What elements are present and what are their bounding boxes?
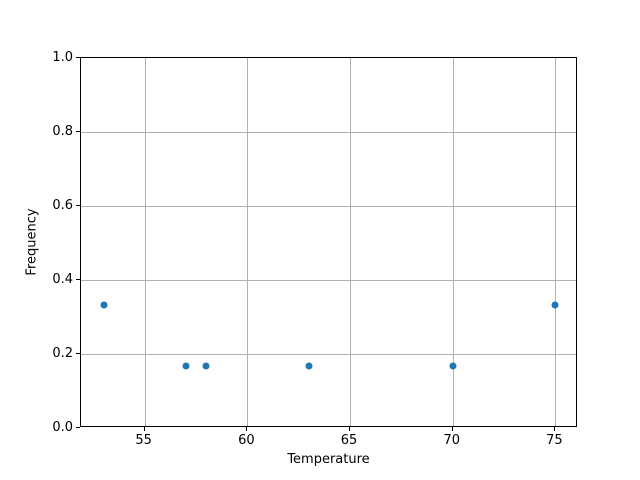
y-tick-label: 0.8 xyxy=(52,123,73,139)
gridline-horizontal xyxy=(81,132,576,133)
y-tick-mark xyxy=(76,205,80,206)
y-tick-label: 0.6 xyxy=(52,197,73,213)
data-point xyxy=(182,362,190,370)
x-axis-label: Temperature xyxy=(287,452,370,467)
y-tick-mark xyxy=(76,427,80,428)
gridline-vertical xyxy=(144,58,146,426)
x-tick-label: 60 xyxy=(238,433,255,448)
y-tick-mark xyxy=(76,131,80,132)
gridline-vertical xyxy=(452,58,454,426)
gridline-horizontal xyxy=(81,206,576,207)
y-tick-label: 0.2 xyxy=(52,345,73,361)
x-tick-mark xyxy=(451,427,453,431)
data-point xyxy=(100,301,108,309)
y-tick-mark xyxy=(76,279,80,280)
y-axis-label: Frequency xyxy=(24,208,40,276)
gridline-horizontal xyxy=(81,354,576,355)
y-tick-mark xyxy=(76,57,80,58)
gridline-horizontal xyxy=(81,280,576,281)
x-tick-mark xyxy=(554,427,556,431)
x-tick-mark xyxy=(143,427,145,431)
x-tick-label: 65 xyxy=(340,433,358,448)
data-point xyxy=(305,362,313,370)
x-tick-mark xyxy=(349,427,351,431)
data-point xyxy=(449,362,457,370)
y-tick-label: 1.0 xyxy=(52,49,73,65)
y-tick-label: 0.0 xyxy=(52,419,73,435)
x-tick-label: 70 xyxy=(443,433,460,448)
gridline-vertical xyxy=(350,58,352,426)
y-tick-label: 0.4 xyxy=(52,271,73,287)
plot-area xyxy=(80,57,577,427)
x-tick-label: 75 xyxy=(546,433,563,448)
data-point xyxy=(551,301,559,309)
x-tick-label: 55 xyxy=(135,433,152,448)
gridline-vertical xyxy=(247,58,249,426)
x-tick-mark xyxy=(246,427,248,431)
data-point xyxy=(202,362,210,370)
y-tick-mark xyxy=(76,353,80,354)
gridline-vertical xyxy=(555,58,557,426)
